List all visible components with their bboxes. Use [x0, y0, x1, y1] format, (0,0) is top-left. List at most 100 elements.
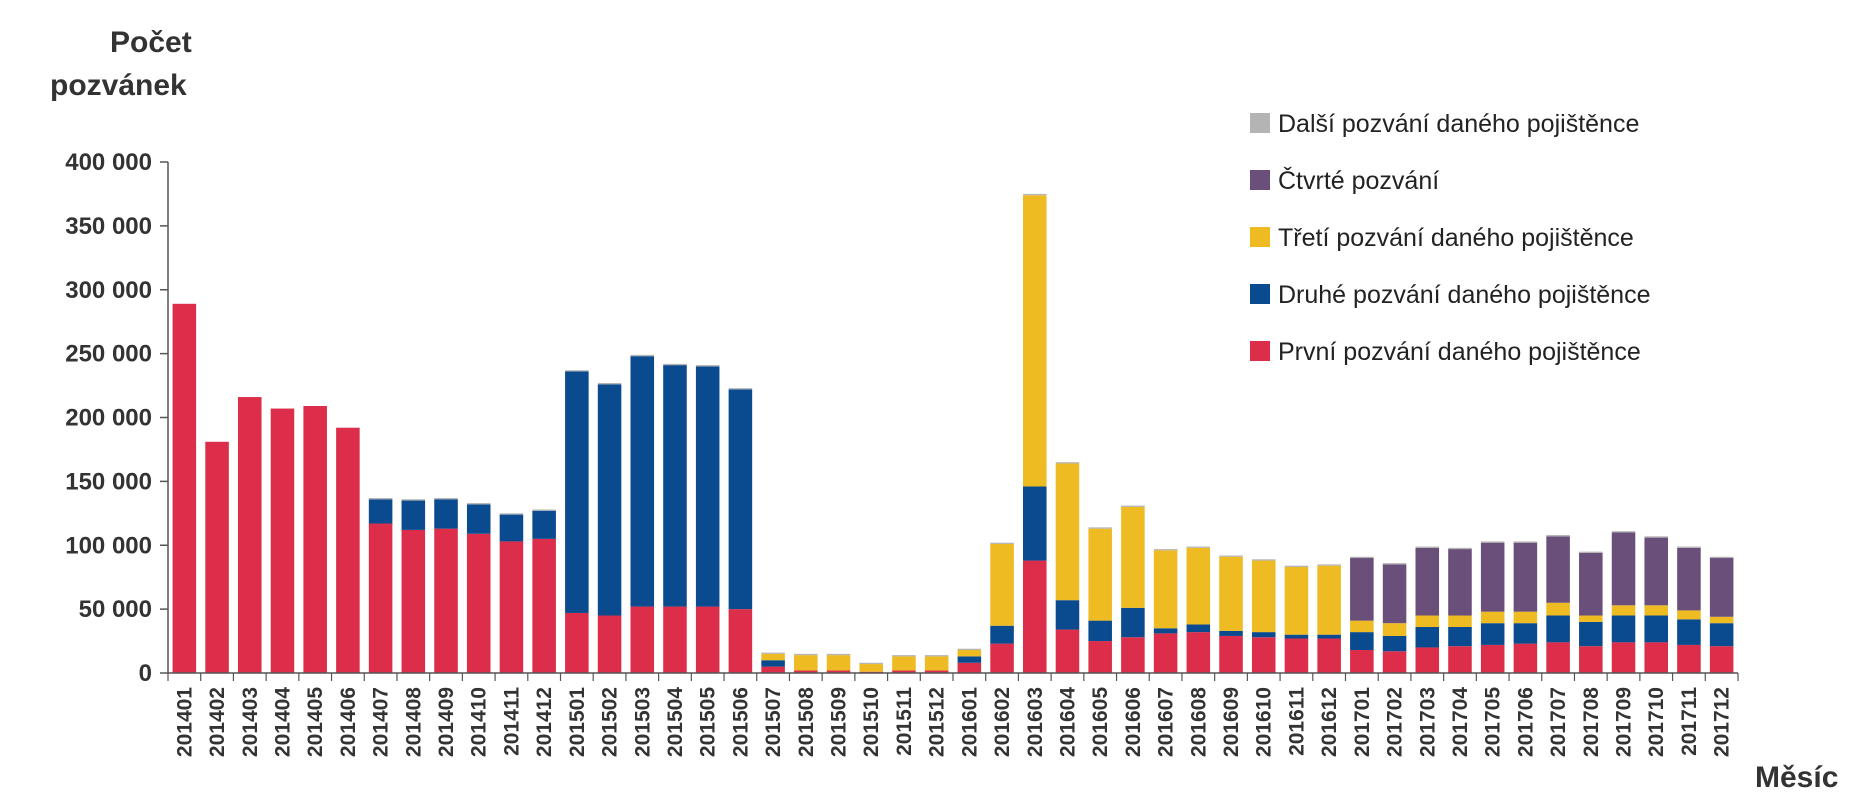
x-tick-label-201512: 201512	[926, 687, 949, 757]
bar-segment-201601-series-2	[957, 656, 982, 663]
bar-segment-201705-series-3	[1480, 611, 1505, 624]
bar-segment-201610-series-3	[1251, 560, 1276, 633]
y-tick-label: 0	[139, 660, 152, 687]
bar-segment-201505-series-2	[695, 366, 720, 607]
bar-segment-201601-series-5	[957, 648, 982, 651]
bar-segment-201706-series-1	[1513, 643, 1538, 673]
bar-segment-201412-series-2	[532, 510, 556, 539]
bar-segment-201609-series-3	[1219, 556, 1243, 631]
bar-segment-201710-series-1	[1644, 642, 1668, 673]
bar-segment-201702-series-1	[1382, 651, 1407, 673]
bar-segment-201411-series-5	[499, 513, 524, 515]
bar-segment-201409-series-1	[434, 528, 458, 673]
bar-segment-201712-series-3	[1709, 616, 1734, 624]
x-tick-label-201407: 201407	[370, 687, 393, 757]
y-tick-label: 350 000	[65, 213, 152, 240]
bar-segment-201403-series-1	[238, 397, 262, 673]
bar-segment-201501-series-5	[565, 370, 589, 372]
bar-segment-201707-series-1	[1546, 642, 1570, 673]
legend-label-treti-pozvani-daneho-pojistence: Třetí pozvání daného pojištěnce	[1278, 224, 1634, 252]
bar-segment-201410-series-5	[466, 503, 491, 505]
x-tick-label-201511: 201511	[893, 687, 916, 756]
legend-label-prvni-pozvani-daneho-pojistence: První pozvání daného pojištěnce	[1278, 338, 1641, 366]
bar-segment-201709-series-3	[1611, 605, 1636, 616]
bar-segment-201701-series-3	[1350, 620, 1374, 633]
bar-segment-201607-series-2	[1153, 628, 1178, 634]
bar-segment-201705-series-4	[1480, 542, 1505, 612]
bar-segment-201702-series-5	[1382, 563, 1407, 565]
bar-segment-201404-series-1	[270, 408, 295, 673]
legend-label-ctvrte-pozvani: Čtvrté pozvání	[1278, 166, 1439, 195]
bar-segment-201604-series-5	[1055, 462, 1080, 464]
bar-segment-201405-series-1	[303, 406, 327, 673]
bar-segment-201602-series-5	[990, 542, 1014, 544]
bar-segment-201701-series-5	[1350, 556, 1374, 559]
bar-segment-201608-series-2	[1186, 624, 1211, 633]
bar-segment-201509-series-3	[826, 655, 851, 671]
bar-segment-201502-series-5	[597, 383, 622, 385]
bar-segment-201407-series-5	[368, 497, 393, 500]
bar-segment-201703-series-1	[1415, 647, 1440, 673]
bar-segment-201704-series-2	[1448, 627, 1472, 647]
bar-segment-201605-series-2	[1088, 620, 1112, 642]
bar-segment-201611-series-3	[1284, 566, 1309, 635]
x-tick-label-201701: 201701	[1351, 687, 1374, 757]
bar-segment-201612-series-5	[1317, 564, 1341, 566]
bar-segment-201608-series-3	[1186, 547, 1211, 625]
x-tick-label-201604: 201604	[1056, 687, 1079, 757]
bar-segment-201608-series-5	[1186, 546, 1211, 548]
x-tick-label-201406: 201406	[337, 687, 360, 757]
bar-segment-201709-series-2	[1611, 615, 1636, 643]
bar-segment-201709-series-1	[1611, 642, 1636, 673]
bar-segment-201411-series-2	[499, 514, 524, 542]
x-tick-label-201411: 201411	[500, 687, 523, 756]
bar-segment-201503-series-1	[630, 606, 655, 673]
bar-segment-201710-series-5	[1644, 536, 1668, 538]
x-tick-label-201403: 201403	[239, 687, 262, 757]
bar-segment-201502-series-2	[597, 384, 622, 616]
bar-segment-201712-series-1	[1709, 646, 1734, 673]
bar-segment-201708-series-3	[1579, 615, 1603, 622]
bar-segment-201505-series-5	[695, 365, 720, 367]
x-tick-label-201412: 201412	[533, 687, 556, 757]
x-tick-label-201712: 201712	[1711, 687, 1734, 757]
bar-segment-201512-series-3	[924, 656, 949, 671]
bar-segment-201705-series-1	[1480, 644, 1505, 673]
bar-segment-201707-series-2	[1546, 615, 1570, 643]
bar-segment-201707-series-4	[1546, 536, 1570, 603]
bar-segment-201407-series-1	[368, 523, 393, 673]
bar-segment-201607-series-5	[1153, 549, 1178, 551]
bar-segment-201410-series-2	[466, 504, 491, 534]
bar-segment-201501-series-1	[565, 612, 589, 673]
bar-segment-201605-series-1	[1088, 641, 1112, 673]
bar-segment-201606-series-1	[1121, 637, 1145, 673]
x-tick-label-201607: 201607	[1155, 687, 1178, 757]
bar-segment-201605-series-5	[1088, 527, 1112, 529]
x-tick-label-201402: 201402	[206, 687, 229, 757]
legend-swatch-ctvrte-pozvani	[1250, 170, 1270, 190]
bar-segment-201511-series-3	[892, 656, 916, 671]
y-tick-label: 400 000	[65, 149, 152, 176]
bar-segment-201507-series-1	[761, 666, 785, 673]
bar-segment-201610-series-5	[1251, 559, 1276, 561]
bar-segment-201505-series-1	[695, 606, 720, 673]
y-tick-label: 250 000	[65, 341, 152, 368]
legend-label-druhe-pozvani-daneho-pojistence: Druhé pozvání daného pojištěnce	[1278, 281, 1651, 309]
bar-segment-201512-series-5	[924, 655, 949, 657]
bar-segment-201409-series-5	[434, 497, 458, 500]
x-tick-label-201503: 201503	[631, 687, 654, 757]
x-tick-label-201704: 201704	[1449, 687, 1472, 757]
bar-segment-201710-series-2	[1644, 615, 1668, 643]
bar-segment-201712-series-5	[1709, 556, 1734, 559]
legend-label-dalsi-pozvani-daneho-pojistence: Další pozvání daného pojištěnce	[1278, 110, 1639, 138]
bar-segment-201401-series-1	[172, 303, 197, 673]
x-tick-label-201710: 201710	[1645, 687, 1668, 757]
bar-segment-201511-series-5	[892, 655, 916, 657]
bar-segment-201509-series-1	[826, 670, 851, 673]
bar-segment-201712-series-2	[1709, 623, 1734, 647]
bar-segment-201709-series-4	[1611, 532, 1636, 606]
y-tick-label: 150 000	[65, 468, 152, 495]
x-tick-label-201502: 201502	[599, 687, 622, 757]
bar-segment-201607-series-1	[1153, 633, 1178, 673]
